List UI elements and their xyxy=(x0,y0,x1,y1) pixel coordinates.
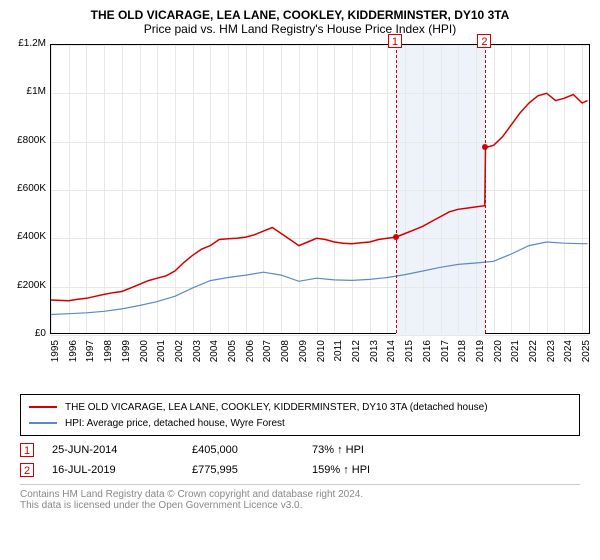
chart-area: £0£200K£400K£600K£800K£1M£1.2M1995199619… xyxy=(0,44,600,390)
y-tick-label: £1M xyxy=(2,86,46,97)
x-tick-label: 1996 xyxy=(68,340,79,370)
gridline-h xyxy=(51,335,589,336)
x-tick-label: 2018 xyxy=(457,340,468,370)
legend-swatch xyxy=(29,406,57,408)
chart-title: THE OLD VICARAGE, LEA LANE, COOKLEY, KID… xyxy=(0,0,600,22)
legend-swatch xyxy=(29,422,57,424)
x-tick-label: 2006 xyxy=(245,340,256,370)
x-tick-label: 2016 xyxy=(422,340,433,370)
x-tick-label: 2002 xyxy=(174,340,185,370)
x-tick-label: 1999 xyxy=(121,340,132,370)
legend-item: HPI: Average price, detached house, Wyre… xyxy=(29,415,571,431)
sale-row-date: 25-JUN-2014 xyxy=(52,444,192,456)
x-tick-label: 2020 xyxy=(493,340,504,370)
sale-row-price: £405,000 xyxy=(192,444,312,456)
x-tick-label: 2008 xyxy=(280,340,291,370)
sale-row: 2 16-JUL-2019£775,995159% ↑ HPI xyxy=(20,460,580,480)
chart-subtitle: Price paid vs. HM Land Registry's House … xyxy=(0,22,600,36)
y-tick-label: £200K xyxy=(2,280,46,291)
sales-table: 1 25-JUN-2014£405,00073% ↑ HPI 2 16-JUL-201… xyxy=(20,440,580,480)
sale-row-pct: 73% ↑ HPI xyxy=(312,444,412,456)
x-tick-label: 2014 xyxy=(386,340,397,370)
footer-attribution: Contains HM Land Registry data © Crown c… xyxy=(20,484,580,511)
y-tick-label: £1.2M xyxy=(2,38,46,49)
sale-marker-box: 2 xyxy=(477,34,491,48)
x-tick-label: 2021 xyxy=(510,340,521,370)
sale-marker-dot xyxy=(393,234,399,240)
sale-row-num: 1 xyxy=(20,443,34,457)
y-tick-label: £600K xyxy=(2,183,46,194)
x-tick-label: 2009 xyxy=(298,340,309,370)
x-tick-label: 2010 xyxy=(316,340,327,370)
sale-row-date: 16-JUL-2019 xyxy=(52,464,192,476)
y-tick-label: £400K xyxy=(2,231,46,242)
x-tick-label: 2000 xyxy=(139,340,150,370)
x-tick-label: 2007 xyxy=(262,340,273,370)
x-tick-label: 2025 xyxy=(581,340,592,370)
legend-label: THE OLD VICARAGE, LEA LANE, COOKLEY, KID… xyxy=(65,402,488,413)
sale-row: 1 25-JUN-2014£405,00073% ↑ HPI xyxy=(20,440,580,460)
x-tick-label: 1995 xyxy=(50,340,61,370)
legend-box: THE OLD VICARAGE, LEA LANE, COOKLEY, KID… xyxy=(20,394,580,436)
x-tick-label: 2011 xyxy=(333,340,344,370)
x-tick-label: 1998 xyxy=(103,340,114,370)
series-svg xyxy=(51,45,591,335)
x-tick-label: 2019 xyxy=(475,340,486,370)
footer-line-2: This data is licensed under the Open Gov… xyxy=(20,500,580,511)
x-tick-label: 1997 xyxy=(85,340,96,370)
legend-item: THE OLD VICARAGE, LEA LANE, COOKLEY, KID… xyxy=(29,399,571,415)
x-tick-label: 2022 xyxy=(528,340,539,370)
footer-line-1: Contains HM Land Registry data © Crown c… xyxy=(20,489,580,500)
sale-marker-line xyxy=(485,45,486,333)
x-tick-label: 2001 xyxy=(156,340,167,370)
plot-box xyxy=(50,44,590,334)
series-price_paid xyxy=(51,93,588,300)
sale-marker-line xyxy=(396,45,397,333)
sale-row-price: £775,995 xyxy=(192,464,312,476)
y-tick-label: £800K xyxy=(2,135,46,146)
sale-row-pct: 159% ↑ HPI xyxy=(312,464,412,476)
x-tick-label: 2015 xyxy=(404,340,415,370)
x-tick-label: 2017 xyxy=(440,340,451,370)
series-hpi xyxy=(51,242,588,315)
legend-label: HPI: Average price, detached house, Wyre… xyxy=(65,418,285,429)
sale-row-num: 2 xyxy=(20,463,34,477)
x-tick-label: 2012 xyxy=(351,340,362,370)
x-tick-label: 2024 xyxy=(563,340,574,370)
x-tick-label: 2005 xyxy=(227,340,238,370)
sale-marker-box: 1 xyxy=(388,34,402,48)
y-tick-label: £0 xyxy=(2,328,46,339)
x-tick-label: 2023 xyxy=(546,340,557,370)
x-tick-label: 2004 xyxy=(209,340,220,370)
x-tick-label: 2003 xyxy=(192,340,203,370)
x-tick-label: 2013 xyxy=(369,340,380,370)
